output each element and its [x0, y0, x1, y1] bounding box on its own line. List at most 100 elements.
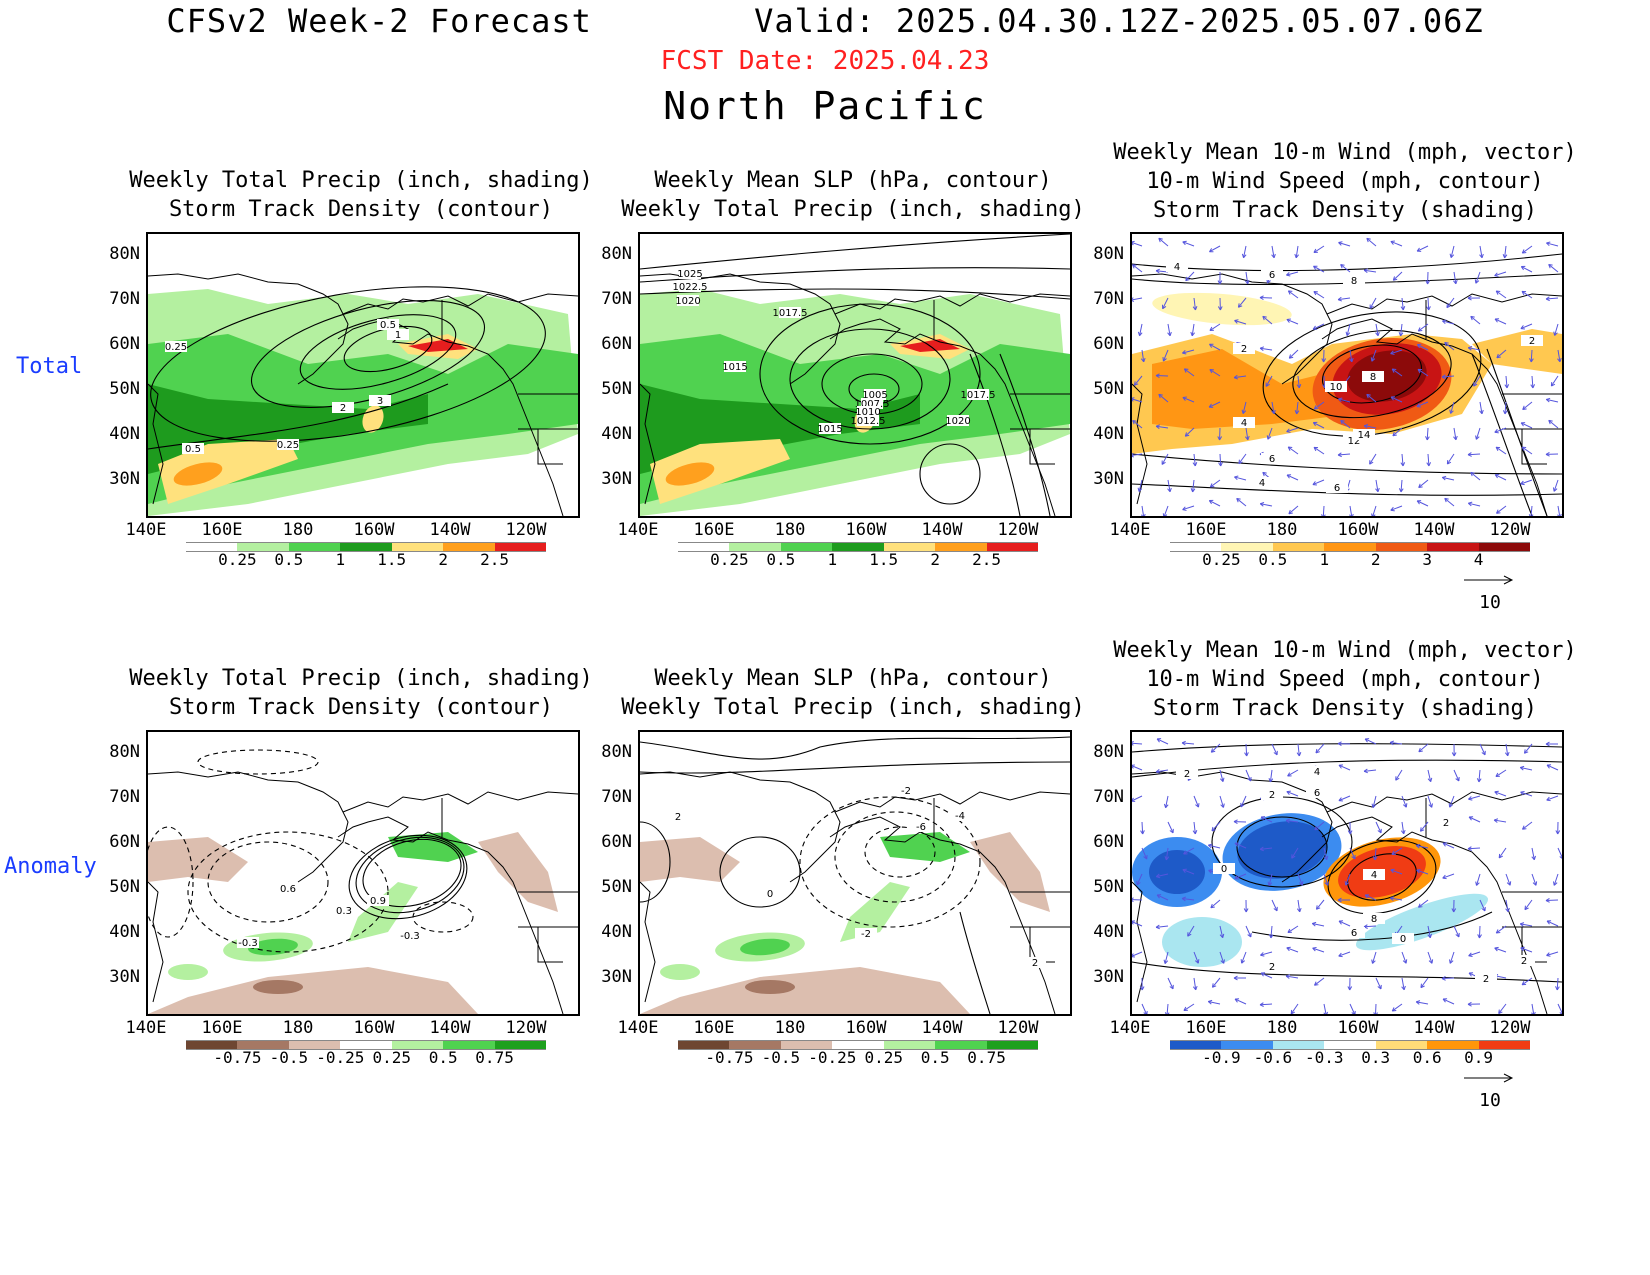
panel-title: Weekly Total Precip (inch, shading): [129, 168, 593, 193]
longitude-tick-label: 160W: [845, 520, 887, 540]
boundary-lines: [441, 798, 578, 963]
wind-vector-head: [1451, 752, 1455, 757]
contour-label: 4: [1259, 478, 1265, 489]
wind-vector: [1520, 479, 1533, 485]
wind-vector-head: [1142, 830, 1145, 835]
contour-label-bg: [1435, 817, 1457, 828]
contour-label-bg: [1343, 275, 1365, 286]
latitude-tick-label: 80N: [109, 742, 140, 762]
contour-label: 1012.5: [851, 416, 886, 427]
wind-vector-head: [1496, 353, 1499, 358]
wind-vector-head: [1496, 509, 1499, 514]
wind-vector-head: [1546, 242, 1550, 247]
wind-vector: [1184, 368, 1195, 377]
wind-vector: [1478, 769, 1481, 782]
wind-vector-head: [1495, 290, 1499, 295]
wind-vector-head: [1259, 1002, 1264, 1006]
wind-vector-head: [1156, 876, 1161, 879]
wind-vector-head: [1455, 435, 1458, 441]
longitude-tick-label: 160E: [201, 520, 243, 540]
wind-vector-head: [1363, 425, 1368, 429]
wind-vector-head: [1346, 332, 1351, 336]
contour-label-bg: [1024, 957, 1046, 968]
wind-vector: [1427, 453, 1430, 467]
contour-label-bg: [967, 389, 989, 400]
wind-vector-head: [1314, 408, 1319, 410]
wind-vector-head: [1195, 985, 1198, 991]
wind-vector-head: [1190, 488, 1194, 493]
wind-vector: [1132, 921, 1143, 927]
colorbar-label: 1.5: [377, 550, 407, 569]
wind-vector-head: [1323, 1012, 1326, 1014]
wind-vector-head: [1296, 752, 1300, 757]
wind-vector: [1442, 873, 1455, 879]
wind-vector: [1312, 947, 1325, 953]
forecast-date: FCST Date: 2025.04.23: [660, 46, 990, 76]
wind-vector-head: [1402, 462, 1406, 467]
wind-vector-head: [1400, 488, 1404, 493]
wind-vector-head: [1494, 790, 1499, 793]
map-plot: 10251022.510201017.5101510051007.5101010…: [640, 234, 1070, 516]
wind-vector: [1338, 398, 1351, 403]
contour-label: 12: [1348, 436, 1361, 447]
panel-title: Weekly Mean 10-m Wind (mph, vector): [1113, 638, 1577, 663]
wind-vector-head: [1496, 932, 1501, 934]
wind-vector: [1182, 241, 1195, 247]
colorbar-swatch: [780, 542, 833, 552]
wind-vector-head: [1184, 368, 1189, 370]
wind-vector-head: [1338, 242, 1342, 246]
wind-vector-head: [1182, 241, 1186, 246]
wind-vector-head: [1158, 237, 1163, 240]
anom-dry: [148, 837, 248, 882]
wind-vector-head: [1559, 357, 1562, 363]
wind-vector-head: [1428, 804, 1433, 808]
colorbar: -0.9 -0.6 -0.3 0.3 0.6 0.9: [1150, 1040, 1550, 1070]
wind-vector-head: [1416, 1000, 1421, 1003]
wind-vector-head: [1420, 829, 1425, 832]
wind-vector: [1444, 497, 1455, 507]
wind-vector-head: [1191, 332, 1196, 337]
wind-vector-head: [1509, 881, 1512, 886]
wind-vector: [1312, 479, 1325, 486]
wind-vector-head: [1260, 952, 1264, 956]
wind-vector: [1234, 320, 1247, 325]
wind-vector-head: [1366, 393, 1371, 396]
wind-vector-head: [1555, 830, 1559, 835]
contour-label-bg: [949, 810, 971, 821]
wind-vector: [1449, 795, 1455, 808]
wind-vector-head: [1192, 306, 1196, 311]
wind-vector-head: [1285, 975, 1290, 979]
wind-vector-head: [1270, 934, 1274, 939]
wind-vector: [1286, 819, 1299, 823]
contour-label: 2: [1529, 336, 1535, 347]
wind-vector-head: [1273, 409, 1276, 414]
contour-label-bg: [369, 395, 391, 406]
wind-vector-head: [1377, 986, 1382, 990]
latitude-tick-label: 70N: [1093, 289, 1124, 309]
wind-vector-head: [1288, 509, 1291, 514]
wind-vector-head: [1238, 461, 1243, 465]
wind-vector-head: [1506, 882, 1511, 886]
wind-vector-head: [1185, 276, 1188, 281]
wind-vector: [1322, 505, 1325, 516]
contour-line: [799, 796, 981, 928]
longitude-tick-label: 160E: [201, 1018, 243, 1038]
wind-vector-head: [1372, 804, 1377, 808]
colorbar-swatch: [678, 542, 730, 552]
wind-vector-head: [1548, 419, 1553, 422]
wind-vector-head: [1369, 461, 1374, 465]
contour-label: 3: [377, 396, 383, 407]
wind-vector-head: [1132, 240, 1135, 243]
latitude-tick-label: 50N: [109, 877, 140, 897]
contour-line: [834, 811, 956, 903]
wind-vector-head: [1444, 342, 1447, 347]
wind-vector-head: [1141, 514, 1144, 516]
contour-label: 1025: [677, 269, 702, 280]
wind-vector-head: [1132, 399, 1134, 402]
wind-vector: [1556, 977, 1559, 991]
wind-vector-head: [1468, 501, 1473, 504]
anom-wet-west: [660, 964, 700, 980]
wind-vector-head: [1337, 452, 1342, 456]
contour-line: [412, 901, 474, 933]
